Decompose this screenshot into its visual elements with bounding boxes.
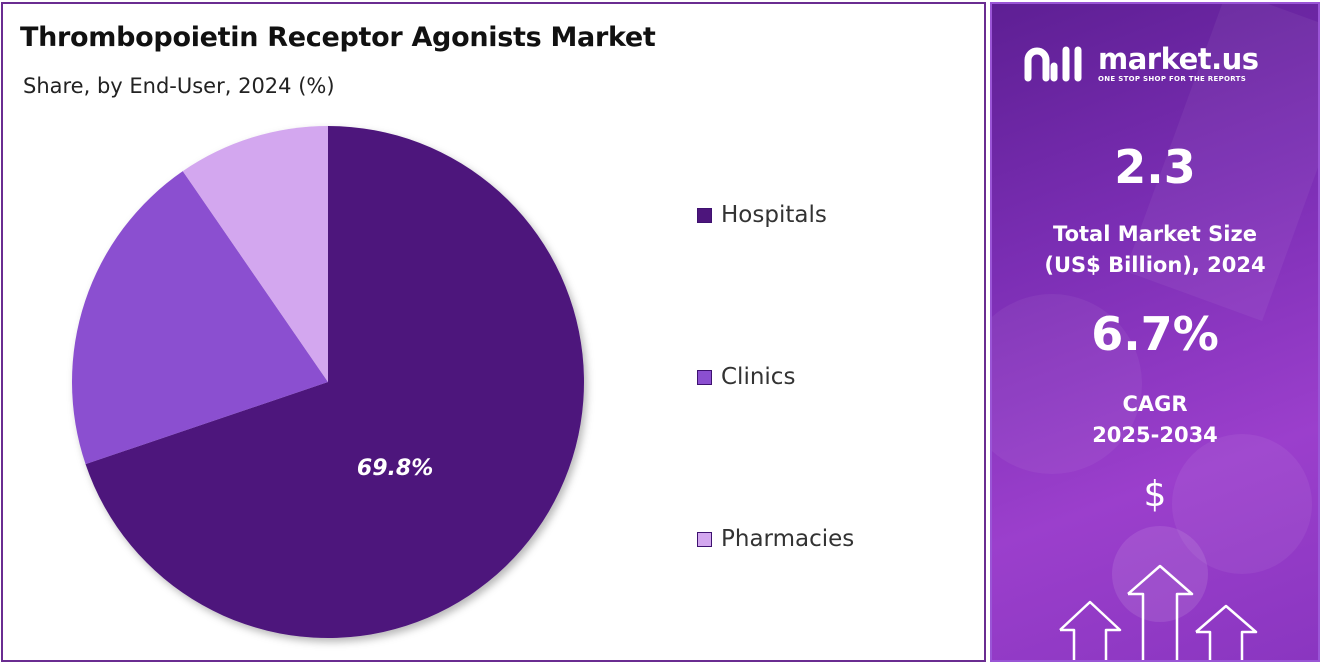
market-us-logo-icon: [1024, 46, 1082, 82]
data-label-hospitals: 69.8%: [357, 456, 433, 481]
legend-swatch-clinics: [697, 369, 712, 385]
cagr-value: 6.7%: [1091, 307, 1219, 361]
up-arrow-icon: [1059, 564, 1258, 660]
pie-slice-hospitals: [85, 126, 584, 638]
cagr-label-line2: 2025-2034: [1092, 423, 1218, 447]
legend-label-hospitals: Hospitals: [721, 202, 827, 228]
brand-tagline: ONE STOP SHOP FOR THE REPORTS: [1098, 75, 1247, 83]
market-size-label-line1: Total Market Size: [1053, 222, 1257, 246]
legend-item-hospitals: Hospitals: [697, 200, 827, 230]
legend-swatch-pharmacies: [697, 531, 712, 547]
legend-label-pharmacies: Pharmacies: [721, 526, 855, 552]
market-size-value: 2.3: [1114, 140, 1196, 194]
legend-swatch-hospitals: [697, 207, 712, 223]
background-decoration: [992, 4, 1318, 622]
cagr-label-line1: CAGR: [1122, 392, 1188, 416]
pie-slice-pharmacies: [182, 126, 328, 382]
chart-title: Thrombopoietin Receptor Agonists Market: [20, 22, 656, 53]
brand-logo: market.us ONE STOP SHOP FOR THE REPORTS: [1024, 44, 1259, 84]
currency-symbol: $: [1143, 474, 1167, 515]
legend-item-pharmacies: Pharmacies: [697, 524, 854, 554]
summary-panel: market.us ONE STOP SHOP FOR THE REPORTS …: [990, 2, 1320, 662]
up-arrows-icon: [1059, 564, 1258, 660]
pie-slice-clinics: [71, 171, 328, 465]
pie-chart: 69.8%: [71, 126, 584, 638]
market-size-label-line2: (US$ Billion), 2024: [1044, 253, 1266, 277]
chart-subtitle: Share, by End-User, 2024 (%): [23, 74, 335, 98]
brand-name: market.us: [1098, 42, 1259, 76]
legend-item-clinics: Clinics: [697, 362, 795, 392]
chart-panel: Thrombopoietin Receptor Agonists Market …: [1, 2, 986, 662]
legend-label-clinics: Clinics: [721, 364, 796, 390]
